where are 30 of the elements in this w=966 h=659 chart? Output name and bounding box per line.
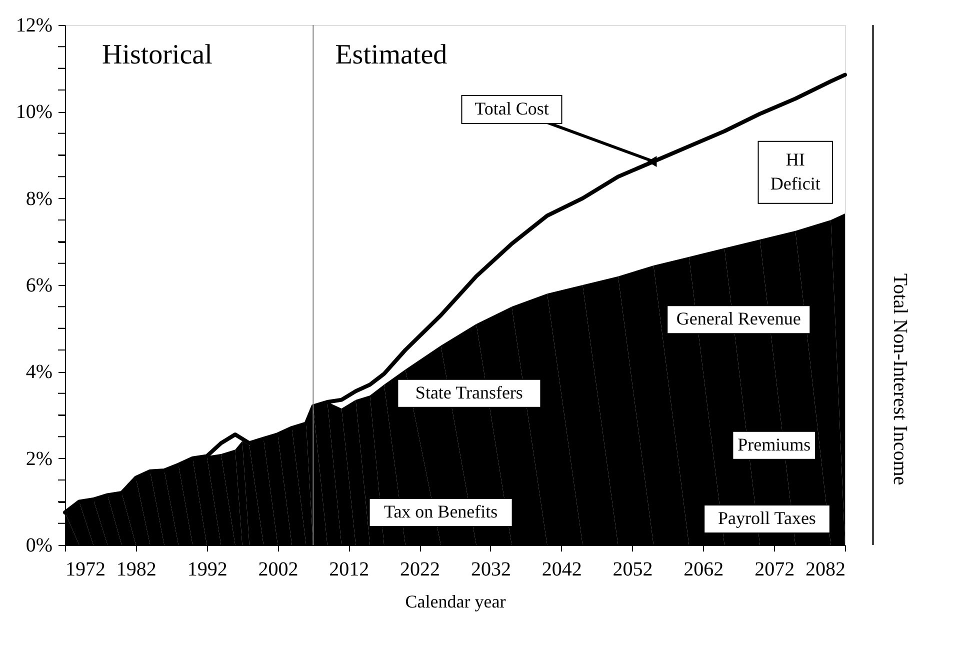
x-tick-label: 2032 xyxy=(470,558,511,580)
y-tick-label: 8% xyxy=(26,188,52,210)
x-tick-label: 2052 xyxy=(612,558,653,580)
y-tick-label: 0% xyxy=(26,534,52,556)
x-tick-label: 2072 xyxy=(754,558,795,580)
x-tick-label: 2042 xyxy=(542,558,582,580)
annotation: Payroll Taxes xyxy=(718,508,816,528)
annotation: Tax on Benefits xyxy=(384,502,498,522)
x-tick-label: 2002 xyxy=(258,558,298,580)
text: Total Non-Interest Income xyxy=(889,273,911,486)
x-tick-label: 2062 xyxy=(684,558,724,580)
x-axis-title: Calendar year xyxy=(405,592,506,612)
annotation: Premiums xyxy=(738,434,811,454)
y-tick-label: 12% xyxy=(16,14,52,36)
x-tick-label: 2082 xyxy=(806,558,846,580)
x-tick-label: 1992 xyxy=(187,558,228,580)
y-tick-label: 2% xyxy=(26,448,52,470)
y-tick-label: 10% xyxy=(16,101,52,124)
annotation: State Transfers xyxy=(415,382,523,402)
annotation: HI Deficit xyxy=(770,149,820,194)
annotation: General Revenue xyxy=(676,308,801,329)
y-tick-label: 4% xyxy=(26,361,52,384)
x-tick-label: 1972 xyxy=(66,558,106,580)
x-tick-label: 2012 xyxy=(329,558,370,580)
y-tick-label: 6% xyxy=(26,274,52,296)
text: Total Cost xyxy=(474,98,549,118)
annotation: Historical xyxy=(102,39,213,70)
x-tick-label: 1982 xyxy=(116,558,156,580)
annotation: Estimated xyxy=(335,39,448,70)
x-tick-label: 2022 xyxy=(400,558,440,580)
